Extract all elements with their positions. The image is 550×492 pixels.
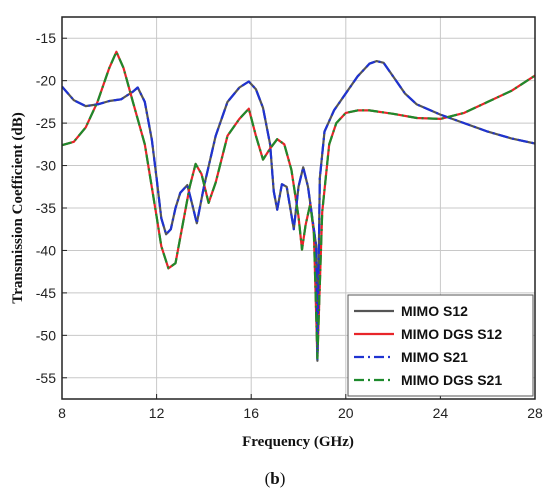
- y-tick-label: -45: [36, 285, 56, 301]
- legend: MIMO S12 MIMO DGS S12 MIMO S21 MIMO DGS S21: [347, 294, 534, 397]
- y-tick-label: -35: [36, 200, 56, 216]
- legend-label-4: MIMO DGS S21: [401, 372, 502, 388]
- y-tick-label: -55: [36, 370, 56, 386]
- y-tick-label: -15: [36, 30, 56, 46]
- series-line-4: [62, 50, 535, 360]
- x-tick-label: 24: [433, 405, 449, 421]
- legend-label-1: MIMO S12: [401, 303, 468, 319]
- figure-caption: (b): [265, 469, 286, 488]
- series-line-3: [62, 59, 535, 362]
- caption-open: (: [265, 469, 271, 488]
- caption-close: ): [280, 469, 286, 488]
- y-tick-label: -50: [36, 327, 56, 343]
- y-tick-label: -20: [36, 73, 56, 89]
- x-tick-label: 12: [149, 405, 165, 421]
- y-axis-title: Transmission Coefficient (dB): [10, 112, 26, 303]
- y-tick-label: -30: [36, 158, 56, 174]
- legend-label-2: MIMO DGS S12: [401, 326, 502, 342]
- series-layer: [62, 50, 535, 362]
- ticks: 8 12 16 20 24 28 -15 -20 -25 -30 -35 -40 -45 -50 -55: [36, 30, 543, 421]
- x-tick-label: 16: [243, 405, 259, 421]
- legend-label-3: MIMO S21: [401, 349, 468, 365]
- x-tick-label: 28: [527, 405, 543, 421]
- x-tick-label: 8: [58, 405, 66, 421]
- x-axis-title: Frequency (GHz): [242, 434, 354, 450]
- y-tick-label: -25: [36, 115, 56, 131]
- x-tick-label: 20: [338, 405, 354, 421]
- caption-letter: b: [270, 469, 279, 488]
- y-tick-label: -40: [36, 242, 56, 258]
